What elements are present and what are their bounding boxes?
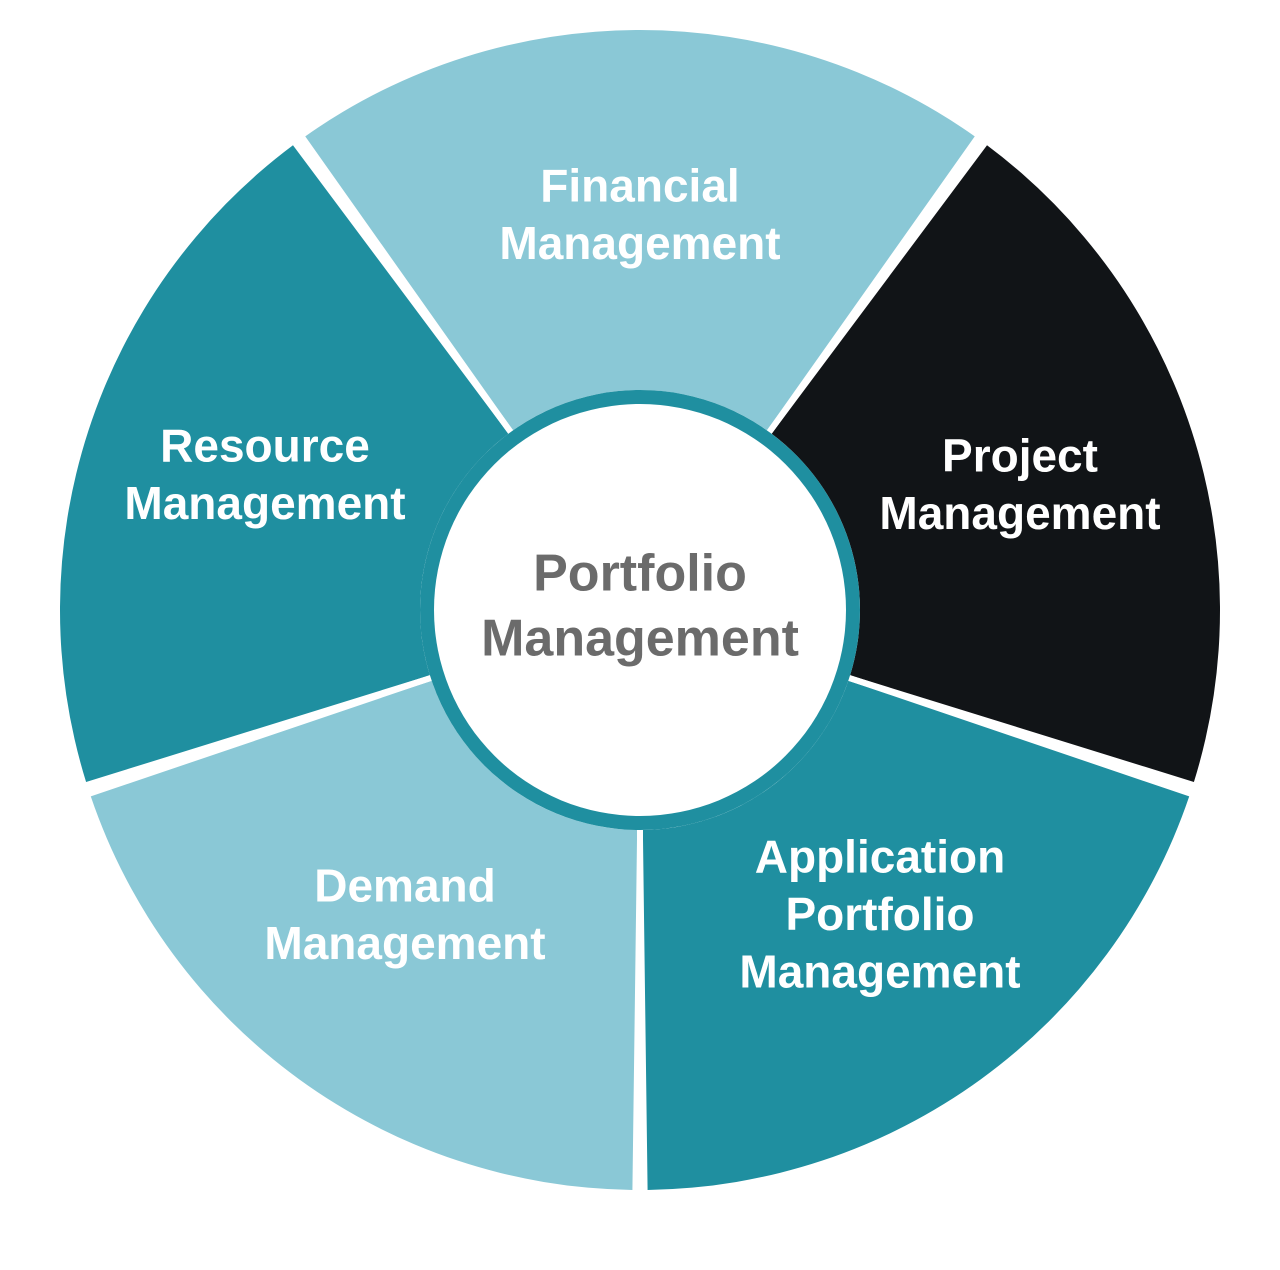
segment-label-line: Management — [879, 487, 1160, 539]
segment-label-line: Resource — [160, 419, 370, 471]
segment-label-line: Application — [755, 831, 1005, 883]
portfolio-donut-diagram: Financial Management Project Management Appl… — [0, 0, 1280, 1270]
segment-label-line: Management — [739, 946, 1020, 998]
segment-label-line: Management — [124, 477, 405, 529]
segment-label-line: Management — [499, 217, 780, 269]
segment-label-line: Portfolio — [785, 888, 974, 940]
donut-svg: Financial Management Project Management Appl… — [0, 0, 1280, 1270]
segment-label-line: Demand — [314, 859, 495, 911]
segment-label-line: Management — [264, 917, 545, 969]
segment-label-line: Financial — [540, 159, 739, 211]
segment-label-line: Project — [942, 429, 1098, 481]
center-title-line: Portfolio — [533, 545, 747, 603]
center-title-line: Management — [481, 610, 799, 668]
